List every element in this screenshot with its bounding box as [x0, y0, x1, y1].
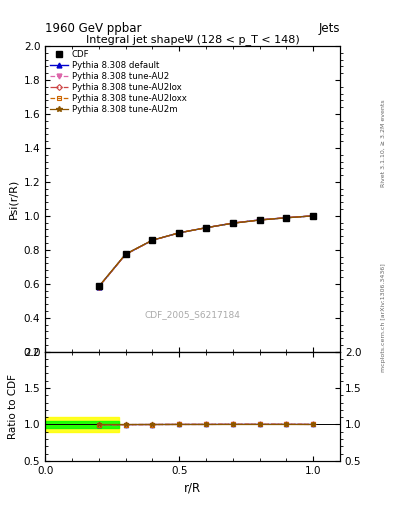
Pythia 8.308 tune-AU2 — [257, 217, 262, 223]
Pythia 8.308 tune-AU2lox — [230, 220, 235, 226]
Line: Pythia 8.308 tune-AU2lox: Pythia 8.308 tune-AU2lox — [97, 214, 315, 289]
Y-axis label: Psi(r/R): Psi(r/R) — [8, 179, 18, 219]
Pythia 8.308 default — [96, 284, 101, 290]
CDF — [177, 230, 182, 236]
Text: Rivet 3.1.10, ≥ 3.2M events: Rivet 3.1.10, ≥ 3.2M events — [381, 99, 386, 187]
Pythia 8.308 tune-AU2loxx — [284, 215, 289, 221]
Pythia 8.308 tune-AU2lox — [284, 215, 289, 221]
Line: Pythia 8.308 tune-AU2m: Pythia 8.308 tune-AU2m — [96, 213, 316, 289]
CDF — [123, 251, 128, 257]
Pythia 8.308 tune-AU2 — [177, 230, 182, 236]
Pythia 8.308 tune-AU2 — [123, 251, 128, 258]
CDF — [204, 225, 208, 231]
Pythia 8.308 tune-AU2 — [230, 220, 235, 226]
X-axis label: r/R: r/R — [184, 481, 201, 494]
Line: Pythia 8.308 default: Pythia 8.308 default — [96, 214, 316, 289]
Pythia 8.308 tune-AU2m — [96, 284, 101, 290]
Pythia 8.308 tune-AU2lox — [96, 284, 101, 290]
Pythia 8.308 default — [230, 220, 235, 226]
Pythia 8.308 tune-AU2 — [96, 284, 101, 290]
Pythia 8.308 tune-AU2loxx — [150, 237, 155, 243]
CDF — [284, 215, 289, 221]
Bar — [45, 421, 119, 428]
Pythia 8.308 tune-AU2m — [204, 225, 208, 231]
Pythia 8.308 default — [257, 217, 262, 223]
Pythia 8.308 tune-AU2lox — [257, 217, 262, 223]
Pythia 8.308 default — [177, 230, 182, 236]
Pythia 8.308 tune-AU2loxx — [177, 230, 182, 236]
Pythia 8.308 tune-AU2loxx — [204, 225, 208, 231]
Pythia 8.308 tune-AU2loxx — [96, 284, 101, 290]
Text: CDF_2005_S6217184: CDF_2005_S6217184 — [145, 310, 241, 319]
CDF — [96, 284, 101, 290]
Pythia 8.308 tune-AU2m — [150, 237, 155, 243]
Legend: CDF, Pythia 8.308 default, Pythia 8.308 tune-AU2, Pythia 8.308 tune-AU2lox, Pyth: CDF, Pythia 8.308 default, Pythia 8.308 … — [48, 49, 189, 116]
Pythia 8.308 tune-AU2loxx — [257, 217, 262, 223]
Text: 1960 GeV ppbar: 1960 GeV ppbar — [45, 22, 142, 35]
Pythia 8.308 default — [311, 213, 316, 219]
Pythia 8.308 tune-AU2m — [257, 217, 262, 223]
Line: CDF: CDF — [95, 212, 316, 290]
Pythia 8.308 tune-AU2m — [123, 251, 128, 257]
Pythia 8.308 tune-AU2lox — [177, 230, 182, 236]
Line: Pythia 8.308 tune-AU2: Pythia 8.308 tune-AU2 — [96, 214, 316, 289]
Pythia 8.308 tune-AU2loxx — [123, 251, 128, 258]
Text: Jets: Jets — [318, 22, 340, 35]
Bar — [45, 417, 119, 432]
Line: Pythia 8.308 tune-AU2loxx: Pythia 8.308 tune-AU2loxx — [97, 214, 315, 289]
Pythia 8.308 tune-AU2m — [311, 213, 316, 219]
CDF — [150, 237, 155, 243]
CDF — [257, 217, 262, 223]
Pythia 8.308 default — [204, 225, 208, 231]
Pythia 8.308 tune-AU2loxx — [230, 220, 235, 226]
Pythia 8.308 tune-AU2 — [204, 225, 208, 231]
Pythia 8.308 tune-AU2 — [311, 213, 316, 219]
Title: Integral jet shapeΨ (128 < p_T < 148): Integral jet shapeΨ (128 < p_T < 148) — [86, 34, 299, 45]
CDF — [311, 213, 316, 219]
Pythia 8.308 tune-AU2lox — [123, 251, 128, 258]
Pythia 8.308 tune-AU2m — [230, 220, 235, 226]
Pythia 8.308 tune-AU2 — [284, 215, 289, 221]
Pythia 8.308 default — [284, 215, 289, 221]
Pythia 8.308 default — [123, 251, 128, 258]
Pythia 8.308 default — [150, 237, 155, 243]
Pythia 8.308 tune-AU2lox — [150, 237, 155, 243]
Pythia 8.308 tune-AU2m — [284, 215, 289, 221]
Pythia 8.308 tune-AU2 — [150, 237, 155, 243]
Pythia 8.308 tune-AU2loxx — [311, 213, 316, 219]
Pythia 8.308 tune-AU2lox — [204, 225, 208, 231]
Pythia 8.308 tune-AU2lox — [311, 213, 316, 219]
Text: mcplots.cern.ch [arXiv:1306.3436]: mcplots.cern.ch [arXiv:1306.3436] — [381, 263, 386, 372]
CDF — [230, 220, 235, 226]
Y-axis label: Ratio to CDF: Ratio to CDF — [8, 374, 18, 439]
Pythia 8.308 tune-AU2m — [177, 230, 182, 236]
